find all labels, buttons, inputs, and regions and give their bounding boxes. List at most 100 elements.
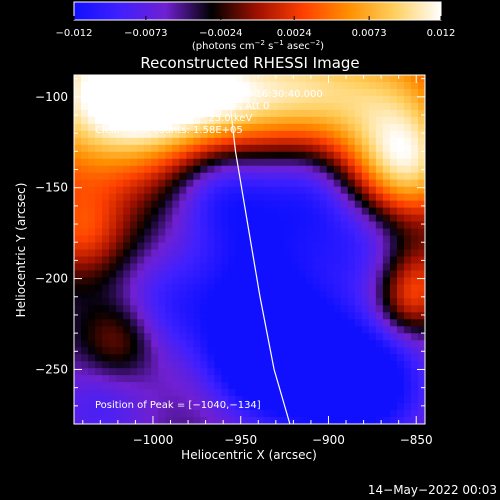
heatmap-cell [305, 75, 314, 83]
heatmap-cell [116, 116, 124, 125]
heatmap-cell [389, 158, 398, 167]
heatmap-cell [305, 284, 314, 292]
heatmap-cell [207, 382, 215, 390]
heatmap-cell [214, 116, 223, 125]
heatmap-cell [284, 179, 293, 188]
heatmap-cell [109, 256, 117, 265]
heatmap-cell [326, 284, 335, 292]
heatmap-cell [193, 109, 201, 118]
heatmap-cell [277, 340, 286, 348]
heatmap-cell [123, 368, 131, 376]
heatmap-cell [130, 319, 138, 327]
heatmap-cell [277, 75, 286, 83]
heatmap-cell [130, 396, 138, 404]
heatmap-cell [95, 235, 103, 244]
heatmap-cell [242, 417, 251, 424]
heatmap-cell [333, 249, 342, 258]
heatmap-cell [207, 305, 215, 313]
heatmap-cell [172, 340, 180, 348]
heatmap-cell [396, 75, 405, 83]
heatmap-cell [186, 354, 194, 362]
heatmap-cell [116, 368, 124, 376]
heatmap-cell [382, 305, 391, 313]
heatmap-cell [340, 221, 349, 230]
heatmap-cell [249, 102, 258, 111]
heatmap-cell [263, 151, 272, 160]
heatmap-image [74, 75, 425, 424]
heatmap-cell [326, 158, 335, 167]
heatmap-cell [375, 284, 384, 292]
heatmap-cell [354, 179, 363, 188]
heatmap-cell [81, 410, 89, 418]
heatmap-cell [298, 263, 307, 272]
heatmap-cell [361, 137, 370, 146]
heatmap-cell [74, 340, 82, 348]
plot-frame [73, 74, 426, 425]
heatmap-cell [333, 291, 342, 299]
heatmap-cell [200, 375, 208, 383]
heatmap-cell [319, 277, 328, 285]
heatmap-cell [354, 417, 363, 424]
heatmap-cell [312, 214, 321, 223]
heatmap-cell [221, 354, 230, 362]
heatmap-cell [340, 319, 349, 327]
heatmap-cell [347, 389, 356, 397]
heatmap-cell [235, 291, 244, 299]
heatmap-cell [179, 186, 187, 195]
heatmap-cell [242, 137, 251, 146]
heatmap-cell [368, 305, 377, 313]
heatmap-cell [179, 256, 187, 265]
heatmap-cell [193, 81, 201, 90]
heatmap-cell [95, 312, 103, 320]
heatmap-cell [396, 347, 405, 355]
heatmap-cell [326, 305, 335, 313]
heatmap-cell [95, 417, 103, 424]
heatmap-cell [249, 179, 258, 188]
heatmap-cell [326, 102, 335, 111]
heatmap-cell [74, 242, 82, 251]
heatmap-cell [144, 95, 152, 104]
heatmap-cell [354, 354, 363, 362]
heatmap-cell [417, 263, 425, 272]
heatmap-cell [109, 214, 117, 223]
heatmap-cell [326, 270, 335, 279]
heatmap-cell [88, 403, 96, 411]
heatmap-cell [116, 137, 124, 146]
heatmap-cell [158, 207, 166, 216]
heatmap-cell [410, 88, 419, 97]
colorbar [73, 1, 442, 21]
heatmap-cell [144, 116, 152, 125]
heatmap-cell [123, 284, 131, 292]
heatmap-cell [200, 151, 208, 160]
heatmap-cell [207, 263, 215, 272]
heatmap-cell [291, 417, 300, 424]
heatmap-cell [242, 228, 251, 237]
heatmap-cell [81, 270, 89, 279]
heatmap-cell [144, 256, 152, 265]
heatmap-cell [263, 123, 272, 132]
heatmap-cell [319, 389, 328, 397]
heatmap-cell [123, 172, 131, 181]
heatmap-cell [347, 291, 356, 299]
heatmap-cell [249, 151, 258, 160]
heatmap-cell [109, 179, 117, 188]
heatmap-cell [88, 75, 96, 83]
heatmap-cell [88, 326, 96, 334]
heatmap-cell [326, 368, 335, 376]
heatmap-cell [298, 179, 307, 188]
heatmap-cell [95, 396, 103, 404]
heatmap-cell [214, 396, 223, 404]
heatmap-cell [382, 221, 391, 230]
heatmap-cell [298, 270, 307, 279]
heatmap-cell [396, 312, 405, 320]
heatmap-cell [235, 305, 244, 313]
heatmap-cell [326, 88, 335, 97]
heatmap-cell [368, 347, 377, 355]
heatmap-cell [382, 130, 391, 139]
heatmap-cell [102, 165, 110, 174]
heatmap-cell [151, 186, 159, 195]
heatmap-cell [312, 389, 321, 397]
heatmap-cell [81, 102, 89, 111]
heatmap-cell [158, 403, 166, 411]
heatmap-cell [291, 151, 300, 160]
